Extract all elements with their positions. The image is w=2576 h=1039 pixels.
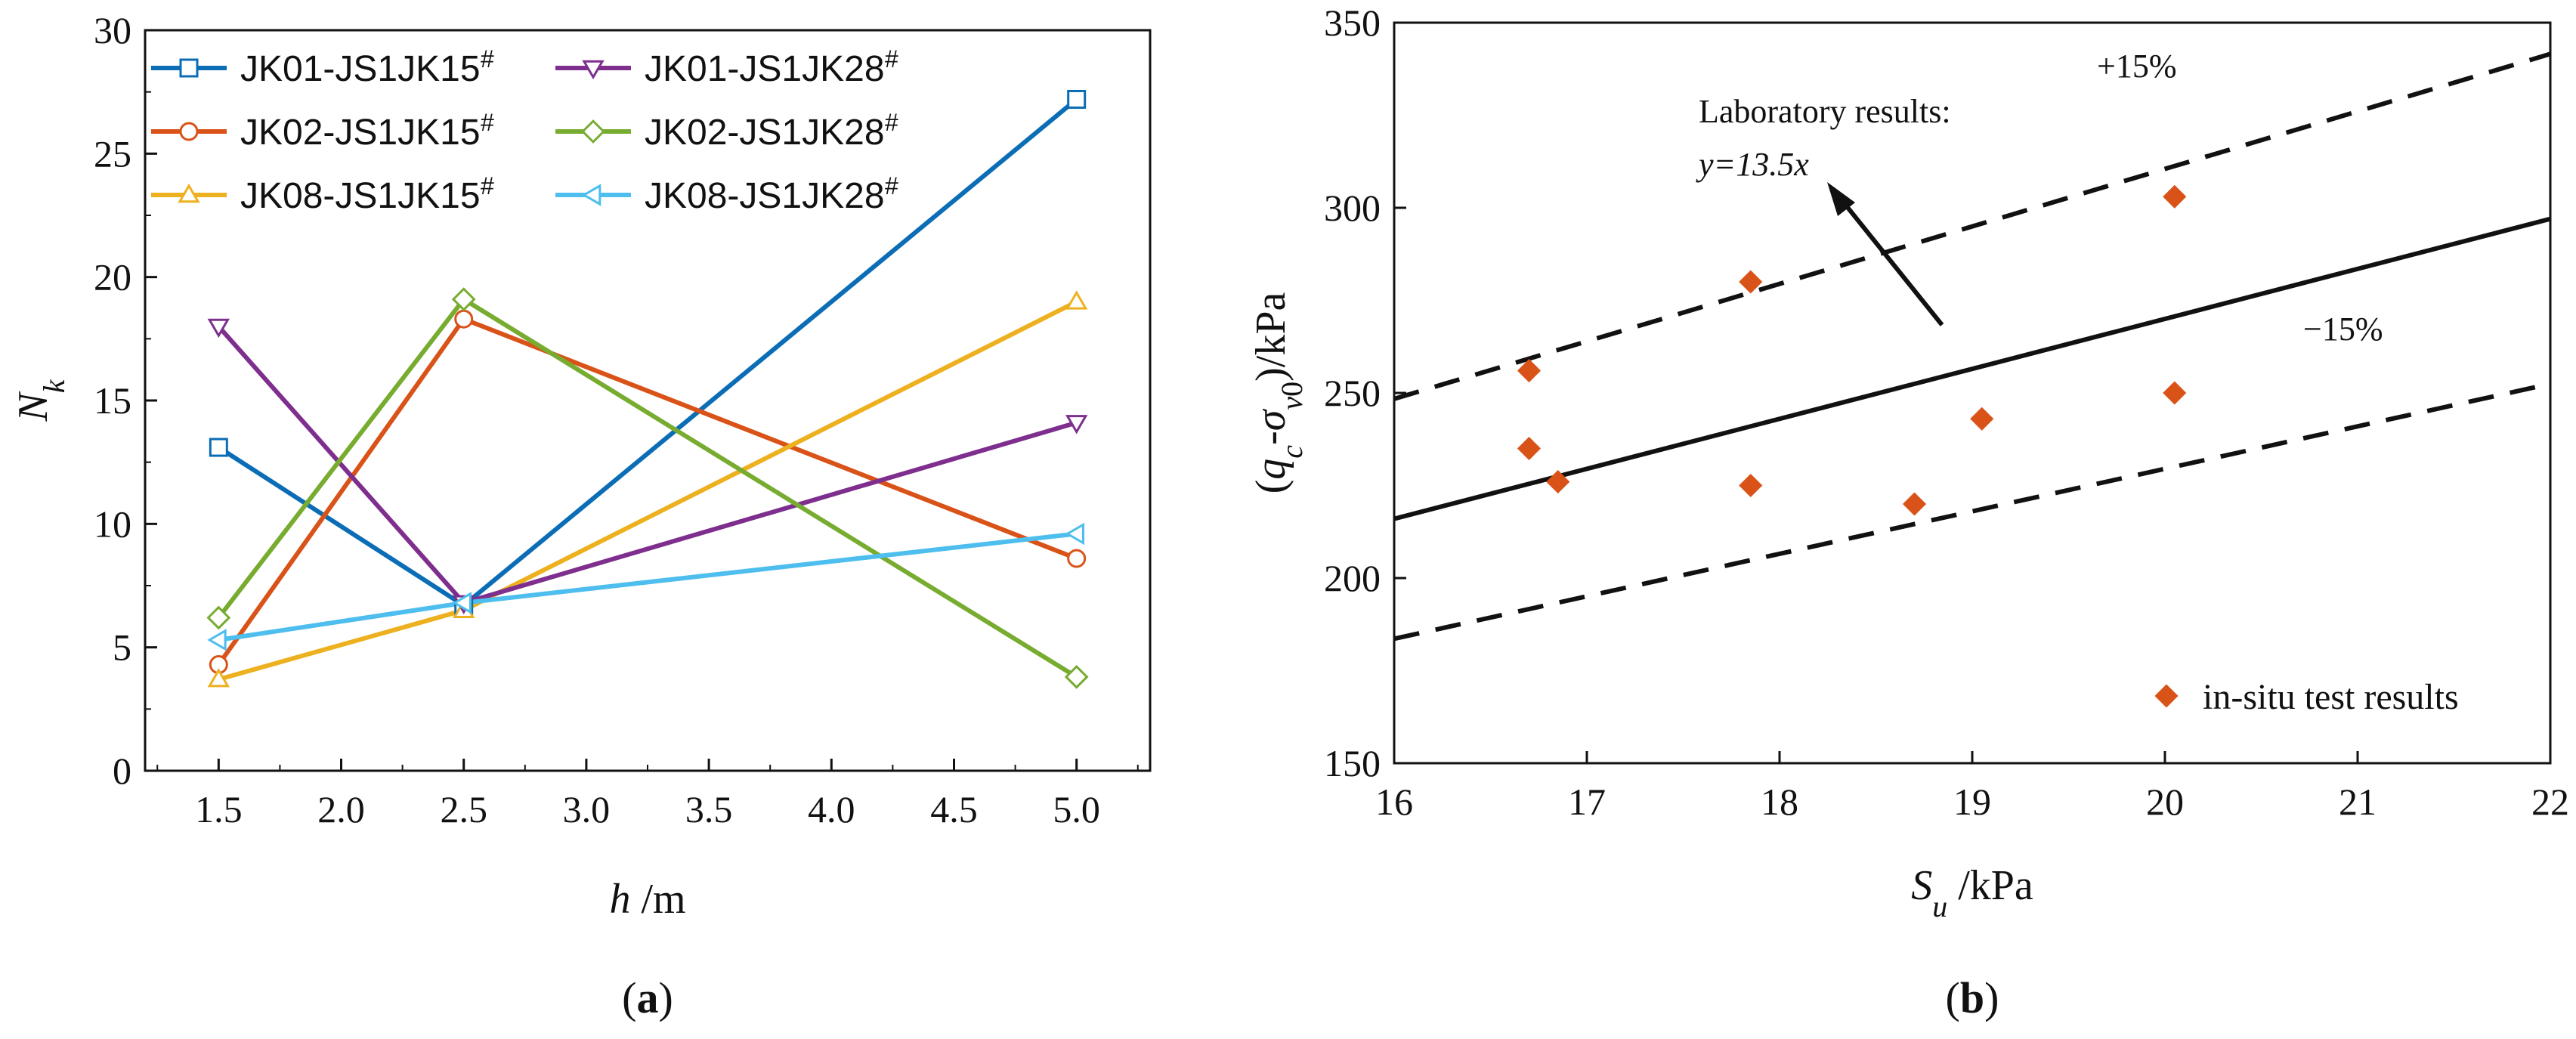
data-point <box>1067 549 1087 568</box>
panel-a-label: (a) <box>622 973 673 1022</box>
legend-marker <box>179 122 199 141</box>
x-tick-label: 21 <box>2339 781 2377 823</box>
y-tick-label: 10 <box>94 502 131 545</box>
data-point <box>209 438 228 457</box>
data-point <box>207 629 227 651</box>
data-point <box>1064 664 1089 689</box>
panel-a-y-axis-label: Nk <box>10 379 71 422</box>
legend-label-in-situ: in-situ test results <box>2203 677 2459 717</box>
annotation-lab-equation: y=13.5x <box>1696 146 1809 183</box>
legend-label: JK02-JS1JK15# <box>240 109 495 153</box>
y-tick-label: 30 <box>94 9 131 51</box>
tolerance-line <box>1394 382 2550 642</box>
y-tick-label: 0 <box>113 750 131 792</box>
annotation-minus-15: −15% <box>2303 311 2383 348</box>
x-tick-label: 4.0 <box>808 788 855 830</box>
data-point <box>1739 270 1763 294</box>
y-tick-label: 150 <box>1324 742 1381 784</box>
data-point <box>207 668 230 688</box>
panel-a-legend: JK01-JS1JK15# JK02-JS1JK15# JK08-JS1JK15# J… <box>151 45 899 216</box>
legend-marker <box>582 60 605 80</box>
annotation-plus-15: +15% <box>2097 48 2176 85</box>
x-tick-label: 17 <box>1568 781 1606 823</box>
data-point <box>2163 381 2187 405</box>
x-tick-label: 18 <box>1761 781 1798 823</box>
x-tick-label: 3.5 <box>685 788 733 830</box>
x-tick-label: 2.5 <box>440 788 487 830</box>
annotation-arrowhead <box>1827 182 1855 216</box>
y-tick-label: 25 <box>94 132 131 175</box>
data-point <box>1546 470 1570 494</box>
data-point <box>207 318 230 339</box>
legend-marker-in-situ <box>2154 684 2179 708</box>
data-point <box>1902 492 1927 516</box>
data-point <box>451 287 476 311</box>
y-tick-label: 250 <box>1324 372 1381 414</box>
legend-label: JK02-JS1JK28# <box>645 109 899 153</box>
data-point <box>1067 89 1087 109</box>
y-tick-label: 200 <box>1324 557 1381 599</box>
panel-a-axes: 1.5 2.0 2.5 3.0 3.5 4.0 4.5 5.0 0 5 10 15 20 25 30 <box>94 9 1139 830</box>
x-tick-label: 16 <box>1375 781 1413 823</box>
data-point <box>1517 359 1542 383</box>
y-tick-label: 5 <box>113 626 131 669</box>
series-line <box>216 316 1078 666</box>
panel-b-x-axis-label: Su /kPa <box>1911 862 2033 923</box>
legend-label: JK01-JS1JK15# <box>240 45 495 89</box>
panel-b-legend: in-situ test results <box>2154 677 2459 717</box>
y-tick-label: 350 <box>1324 2 1381 44</box>
x-tick-label: 3.0 <box>563 788 611 830</box>
panel-a-x-axis-label: h /m <box>609 876 685 923</box>
y-tick-label: 20 <box>94 256 131 298</box>
y-tick-label: 300 <box>1324 187 1381 229</box>
x-tick-label: 19 <box>1953 781 1991 823</box>
panel-b-label: (b) <box>1946 973 1999 1022</box>
data-point <box>452 592 472 614</box>
legend-marker <box>178 183 200 203</box>
x-tick-label: 5.0 <box>1053 788 1100 830</box>
panel-b-lines <box>1394 51 2550 642</box>
data-point <box>2163 184 2187 209</box>
legend-label: JK08-JS1JK28# <box>645 172 899 216</box>
annotation-arrow <box>1838 196 1944 326</box>
legend-label: JK08-JS1JK15# <box>240 172 495 216</box>
data-point <box>1065 415 1088 434</box>
panel-b-axes: 16 17 18 19 20 21 22 150 200 250 300 350 <box>1324 2 2569 823</box>
panel-b-y-axis-label: (qc-σv0)/kPa <box>1248 292 1309 494</box>
legend-marker <box>581 119 605 144</box>
legend-marker <box>581 184 601 206</box>
x-tick-label: 22 <box>2531 781 2569 823</box>
panel-b-plot-frame <box>1393 21 2552 765</box>
series-line <box>217 97 1078 608</box>
x-tick-label: 4.5 <box>930 788 978 830</box>
y-tick-label: 15 <box>94 379 131 422</box>
x-tick-label: 2.0 <box>317 788 365 830</box>
x-tick-label: 1.5 <box>195 788 243 830</box>
data-point <box>1970 407 1994 431</box>
panel-b: 16 17 18 19 20 21 22 150 200 250 300 350 (qc-σv0)/k… <box>1248 2 2569 1022</box>
legend-marker <box>179 58 199 78</box>
panel-b-points <box>1517 184 2187 516</box>
annotation-lab-title: Laboratory results: <box>1699 93 1951 130</box>
x-tick-label: 20 <box>2146 781 2184 823</box>
regression-line <box>1394 216 2550 521</box>
data-point <box>454 309 474 329</box>
legend-label: JK01-JS1JK28# <box>645 45 899 89</box>
panel-a-series <box>206 89 1089 689</box>
data-point <box>206 605 231 630</box>
data-point <box>1065 290 1088 310</box>
data-point <box>1517 436 1542 461</box>
data-point <box>1065 522 1084 546</box>
tolerance-line <box>1394 51 2550 401</box>
data-point <box>1739 473 1763 498</box>
